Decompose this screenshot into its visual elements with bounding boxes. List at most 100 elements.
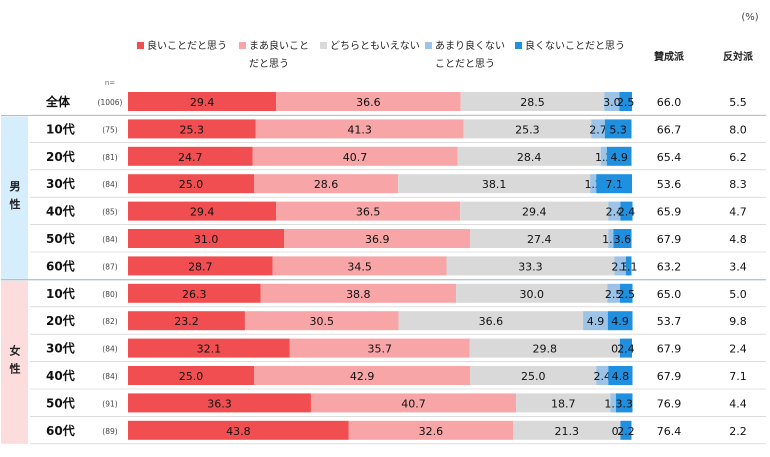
bar-segment bbox=[590, 174, 597, 194]
approve-value: 67.9 bbox=[657, 343, 682, 356]
legend-swatch bbox=[515, 42, 522, 49]
data-label: 30.5 bbox=[310, 315, 335, 328]
bar-segment bbox=[128, 311, 245, 331]
approve-value: 53.6 bbox=[657, 178, 682, 191]
oppose-value: 8.0 bbox=[729, 123, 747, 136]
bar-segment bbox=[456, 283, 608, 303]
bar-segment bbox=[128, 256, 273, 276]
bar-segment bbox=[608, 366, 633, 385]
oppose-value: 7.1 bbox=[729, 370, 747, 383]
bar-segment bbox=[470, 229, 609, 248]
row-label: 全体 bbox=[45, 94, 71, 109]
data-label: 25.0 bbox=[179, 370, 204, 383]
bar-segment bbox=[625, 256, 632, 276]
row-label: 30代 bbox=[46, 176, 75, 191]
approve-value: 66.7 bbox=[657, 123, 682, 136]
data-label: 42.9 bbox=[350, 370, 375, 383]
row-n: (80) bbox=[102, 290, 117, 299]
data-label: 35.7 bbox=[367, 343, 392, 356]
bar-segment bbox=[348, 420, 514, 440]
bar-segment bbox=[276, 92, 461, 111]
approve-value: 66.0 bbox=[657, 96, 682, 109]
data-label: 3.0 bbox=[603, 96, 621, 109]
oppose-value: 4.4 bbox=[729, 397, 747, 410]
bar-segment bbox=[463, 119, 592, 139]
bar-segment bbox=[604, 119, 632, 139]
oppose-value: 2.4 bbox=[729, 343, 747, 356]
header-approve: 賛成派 bbox=[654, 50, 685, 63]
data-label: 29.4 bbox=[522, 206, 547, 219]
bar-segment bbox=[613, 229, 632, 248]
bar-segment bbox=[460, 92, 605, 111]
chart-row: 10代 (75) 25.3 41.3 25.3 2.7 5.3 66.7 8.0 bbox=[30, 119, 766, 143]
oppose-value: 5.0 bbox=[729, 288, 747, 301]
data-label: 28.6 bbox=[314, 178, 339, 191]
row-n: (89) bbox=[102, 427, 117, 436]
bar-segment bbox=[128, 174, 254, 194]
group-band bbox=[1, 116, 28, 280]
bar-segment bbox=[615, 393, 633, 413]
group-label: 女性 bbox=[10, 343, 21, 375]
bar-segment bbox=[128, 201, 277, 221]
data-label: 2.4 bbox=[606, 206, 624, 219]
data-label: 33.3 bbox=[518, 260, 543, 273]
bar-segment bbox=[398, 174, 591, 194]
bar-segment bbox=[596, 366, 609, 385]
bar-segment bbox=[608, 229, 614, 248]
oppose-value: 6.2 bbox=[729, 151, 747, 164]
data-label: 41.3 bbox=[347, 123, 372, 136]
data-label: 36.3 bbox=[207, 397, 232, 410]
data-label: 2.5 bbox=[617, 96, 635, 109]
data-label: 36.5 bbox=[356, 206, 381, 219]
bar-segment bbox=[128, 338, 290, 358]
bar-segment bbox=[583, 311, 608, 331]
oppose-value: 3.4 bbox=[729, 260, 747, 273]
data-label: 2.7 bbox=[589, 123, 607, 136]
data-label: 30.0 bbox=[519, 288, 544, 301]
data-label: 3.3 bbox=[615, 397, 633, 410]
data-label: 29.4 bbox=[190, 96, 215, 109]
data-label: 31.0 bbox=[194, 233, 219, 246]
data-label: 1.1 bbox=[620, 260, 638, 273]
row-n: (87) bbox=[102, 262, 117, 271]
bar-segment bbox=[128, 119, 256, 139]
data-label: 18.7 bbox=[551, 397, 576, 410]
data-label: 4.9 bbox=[611, 315, 629, 328]
data-label: 25.3 bbox=[180, 123, 205, 136]
data-label: 28.5 bbox=[520, 96, 545, 109]
legend-label: どちらともいえない bbox=[330, 40, 420, 52]
bar-segment bbox=[260, 283, 457, 303]
row-label: 10代 bbox=[46, 121, 75, 136]
chart-row: 20代 (81) 24.7 40.7 28.4 1.24.9 65.4 6.2 bbox=[30, 146, 766, 171]
bar-segment bbox=[469, 338, 620, 358]
data-label: 34.5 bbox=[347, 260, 372, 273]
data-label: 5.3 bbox=[609, 123, 627, 136]
data-label: 21.3 bbox=[554, 425, 579, 438]
row-n: (84) bbox=[102, 345, 117, 354]
data-label: 4.9 bbox=[587, 315, 605, 328]
chart-row: 10代 (80) 26.3 38.8 30.0 2.52.5 65.0 5.0 bbox=[30, 283, 766, 308]
legend-swatch bbox=[239, 42, 246, 49]
chart-row: 40代 (85) 29.4 36.5 29.4 2.42.4 65.9 4.7 bbox=[30, 201, 766, 225]
row-n: (81) bbox=[102, 153, 117, 162]
legend-swatch bbox=[137, 42, 144, 49]
bar-segment bbox=[606, 146, 632, 166]
chart-row: 50代 (84) 31.0 36.9 27.4 1.03.6 67.9 4.8 bbox=[30, 229, 766, 253]
chart-row: 20代 (82) 23.2 30.5 36.6 4.9 4.9 53.7 9.8 bbox=[30, 311, 766, 335]
data-label: 28.4 bbox=[517, 151, 542, 164]
chart-row: 30代 (84) 25.0 28.6 38.1 1.2 7.1 53.6 8.3 bbox=[30, 174, 766, 198]
bar-segment bbox=[128, 366, 254, 385]
bar-segment bbox=[128, 283, 261, 303]
legend-label: ことだと思う bbox=[435, 58, 495, 70]
bar-segment bbox=[289, 338, 470, 358]
row-n: (75) bbox=[102, 125, 117, 134]
data-label: 40.7 bbox=[343, 151, 368, 164]
data-label: 40.7 bbox=[401, 397, 426, 410]
approve-value: 76.4 bbox=[657, 425, 682, 438]
data-label: 28.7 bbox=[188, 260, 213, 273]
data-label: 2.4 bbox=[618, 206, 636, 219]
oppose-value: 2.2 bbox=[729, 425, 747, 438]
